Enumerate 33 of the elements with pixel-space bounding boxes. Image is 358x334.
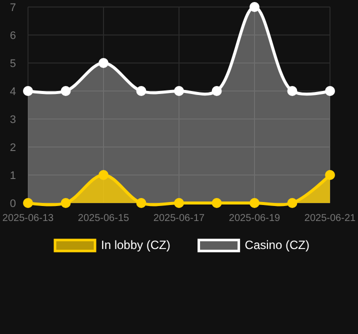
y-tick-label: 0: [10, 198, 16, 210]
point: [174, 198, 184, 208]
point: [174, 86, 184, 96]
point: [325, 86, 335, 96]
x-tick-label: 2025-06-13: [2, 213, 54, 224]
point: [212, 86, 222, 96]
point: [60, 198, 71, 208]
point: [98, 58, 108, 68]
x-tick-label: 2025-06-15: [78, 213, 130, 224]
point: [23, 86, 33, 96]
y-tick-label: 5: [10, 58, 16, 70]
y-tick-label: 1: [10, 170, 16, 182]
legend-label: In lobby (CZ): [101, 238, 170, 252]
legend-label: Casino (CZ): [244, 238, 310, 252]
point: [23, 198, 33, 208]
y-tick-label: 4: [10, 86, 16, 98]
y-tick-label: 2: [10, 142, 16, 154]
y-tick-label: 7: [10, 2, 16, 14]
point: [250, 198, 260, 208]
point: [287, 198, 298, 208]
point: [60, 86, 71, 96]
point: [212, 198, 222, 208]
point: [325, 170, 335, 180]
y-tick-label: 6: [10, 30, 16, 42]
point: [136, 198, 146, 208]
x-tick-label: 2025-06-19: [228, 213, 281, 224]
x-tick-label: 2025-06-17: [153, 213, 206, 224]
x-tick-label: 2025-06-21: [304, 213, 356, 224]
point: [98, 170, 108, 180]
point: [250, 2, 260, 12]
y-tick-label: 3: [10, 114, 16, 126]
point: [136, 86, 146, 96]
point: [287, 86, 298, 96]
